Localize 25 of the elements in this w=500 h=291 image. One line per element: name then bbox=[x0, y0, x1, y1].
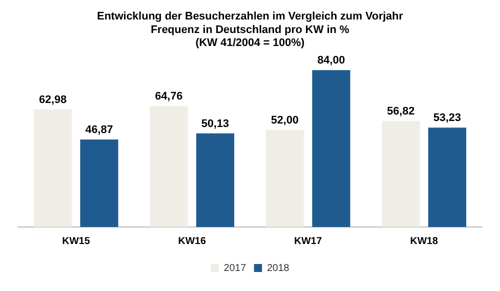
data-label: 64,76 bbox=[155, 90, 183, 103]
bar bbox=[266, 130, 304, 227]
legend-label: 2017 bbox=[224, 262, 246, 274]
x-tick-label: KW15 bbox=[62, 236, 90, 247]
text: Entwicklung der Besucherzahlen im Vergleich zum Vorjahr bbox=[96, 10, 404, 23]
bar bbox=[382, 120, 420, 227]
x-tick-label: KW17 bbox=[294, 236, 322, 247]
data-label: 56,82 bbox=[387, 105, 415, 118]
legend-label: 2018 bbox=[267, 262, 290, 274]
data-label: 50,13 bbox=[201, 118, 229, 130]
x-tick-label: KW16 bbox=[178, 236, 206, 247]
x-tick-label: KW18 bbox=[410, 236, 438, 247]
bar bbox=[80, 139, 118, 227]
bar bbox=[312, 70, 350, 227]
bar bbox=[196, 133, 234, 227]
bar bbox=[428, 128, 466, 227]
data-label: 52,00 bbox=[271, 114, 299, 126]
data-label: 46,87 bbox=[85, 124, 113, 136]
data-label: 62,98 bbox=[39, 94, 67, 106]
data-label: 84,00 bbox=[317, 54, 345, 67]
bar bbox=[34, 109, 72, 227]
data-label: 53,23 bbox=[433, 112, 461, 124]
bar bbox=[150, 106, 188, 227]
text: (KW 41/2004 = 100%) bbox=[195, 37, 305, 50]
text: Frequenz in Deutschland pro KW in % bbox=[150, 24, 350, 36]
